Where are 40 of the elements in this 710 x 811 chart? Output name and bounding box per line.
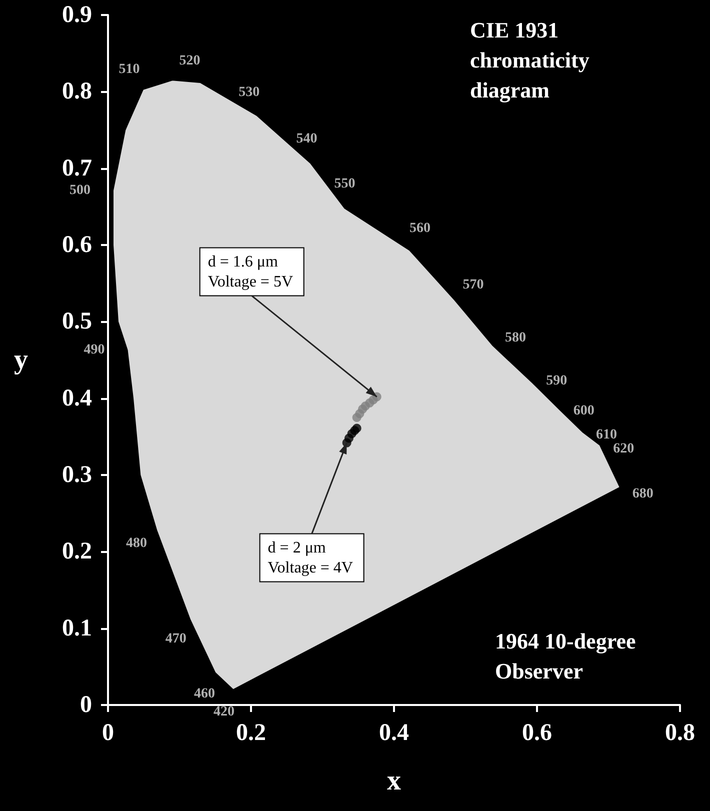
annotation: 520 [179, 53, 200, 68]
annotation: 600 [573, 404, 594, 419]
annotation: 530 [238, 85, 260, 100]
x-tick-label: 0.2 [236, 720, 266, 746]
y-tick-label: 0.6 [62, 232, 92, 258]
annotation: 420 [214, 704, 235, 720]
y-tick-label: 0 [80, 692, 92, 718]
annotation: 550 [334, 176, 356, 192]
x-tick-label: 0 [102, 720, 114, 746]
annotation: 490 [84, 342, 105, 358]
annotation: d = 2 μm Voltage = 4V [268, 539, 354, 576]
y-tick-label: 0.3 [62, 462, 92, 488]
y-tick-label: 0.4 [62, 385, 92, 412]
y-tick-label: 0.9 [62, 2, 92, 28]
y-axis-title: y [14, 344, 28, 376]
annotation: 1964 10-degree Observer [495, 628, 642, 684]
annotation: 580 [504, 330, 526, 346]
annotation: 470 [165, 632, 186, 647]
annotation: 610 [596, 428, 618, 443]
y-tick-label: 0.8 [62, 78, 92, 105]
annotation: 560 [410, 221, 431, 236]
annotation: 460 [194, 686, 215, 702]
x-tick-label: 0.6 [522, 720, 552, 746]
annotation: 680 [632, 486, 654, 502]
y-tick-label: 0.2 [62, 538, 92, 565]
annotation: 510 [118, 62, 140, 78]
x-axis-title: x [387, 766, 401, 796]
annotation: 590 [546, 374, 568, 389]
annotation: 480 [126, 536, 148, 551]
y-tick-label: 0.7 [62, 155, 92, 182]
y-tick-label: 0.5 [62, 308, 92, 335]
annotation: d = 1.6 μm Voltage = 5V [208, 253, 294, 290]
x-tick-label: 0.4 [379, 720, 409, 746]
text: CIE 1931 chromaticity diagram [470, 18, 595, 102]
annotation: 570 [462, 277, 484, 292]
x-tick-label: 0.8 [665, 720, 695, 746]
annotation: 620 [613, 442, 634, 457]
y-tick-label: 0.1 [62, 615, 92, 642]
annotation: 540 [296, 132, 318, 147]
annotation: 500 [70, 183, 91, 198]
